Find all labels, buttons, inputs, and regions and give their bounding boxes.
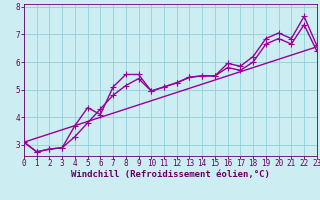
X-axis label: Windchill (Refroidissement éolien,°C): Windchill (Refroidissement éolien,°C) xyxy=(71,170,270,179)
